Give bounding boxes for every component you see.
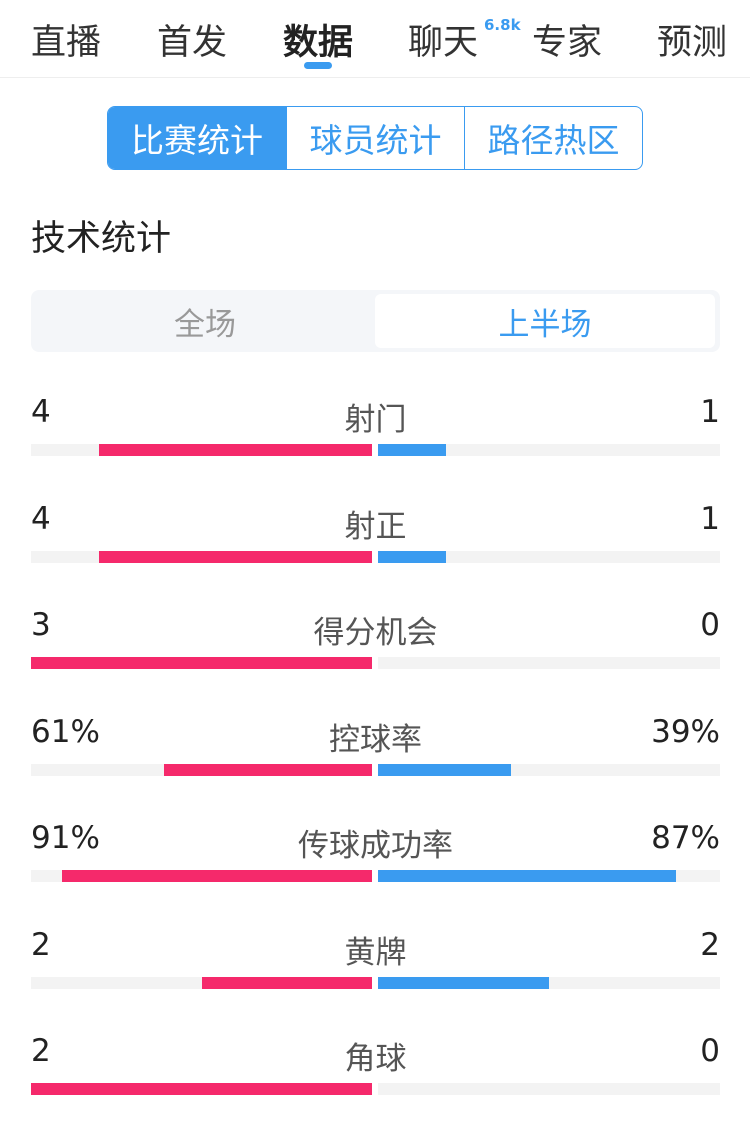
away-bar-track bbox=[378, 976, 720, 989]
home-bar-track bbox=[31, 763, 372, 776]
stat-row: 2 黄牌 2 bbox=[31, 927, 720, 1007]
tab-data[interactable]: 数据 bbox=[283, 23, 354, 63]
home-bar-fill bbox=[61, 870, 372, 882]
stat-row: 4 射门 1 bbox=[31, 394, 720, 474]
away-bar-track bbox=[378, 657, 720, 669]
tab-experts[interactable]: 专家 bbox=[532, 23, 603, 63]
home-bar-track bbox=[31, 444, 372, 456]
home-bar-fill bbox=[164, 763, 372, 776]
away-bar-track bbox=[378, 1083, 720, 1095]
home-bar-fill bbox=[99, 444, 372, 456]
stat-row: 2 角球 0 bbox=[31, 1033, 720, 1113]
top-nav: 直播 首发 数据 聊天 6.8k 专家 预测 bbox=[0, 0, 750, 78]
home-bar-track bbox=[31, 657, 372, 669]
tab-lineup[interactable]: 首发 bbox=[157, 23, 228, 63]
home-value: 61% bbox=[31, 713, 100, 750]
away-bar-fill bbox=[378, 976, 549, 989]
home-value: 3 bbox=[31, 607, 51, 643]
home-bar-fill bbox=[99, 550, 372, 563]
active-tab-indicator bbox=[304, 62, 332, 69]
away-bar-track bbox=[378, 550, 720, 563]
tab-live[interactable]: 直播 bbox=[31, 23, 102, 63]
stat-row: 61% 控球率 39% bbox=[31, 714, 720, 794]
home-value: 2 bbox=[31, 1033, 51, 1069]
home-value: 4 bbox=[31, 394, 51, 430]
away-value: 1 bbox=[700, 500, 720, 537]
home-bar-track bbox=[31, 550, 372, 563]
stat-label: 得分机会 bbox=[313, 615, 438, 651]
tab-chat[interactable]: 聊天 bbox=[408, 23, 479, 63]
away-bar-track bbox=[378, 444, 720, 456]
away-value: 1 bbox=[700, 394, 720, 430]
home-bar-fill bbox=[201, 976, 372, 989]
home-value: 4 bbox=[31, 500, 51, 537]
stat-row: 3 得分机会 0 bbox=[31, 607, 720, 687]
away-value: 0 bbox=[700, 1033, 720, 1069]
away-bar-track bbox=[378, 870, 720, 882]
home-bar-track bbox=[31, 976, 372, 989]
stat-label: 射门 bbox=[344, 402, 407, 438]
segment-heatmap[interactable]: 路径热区 bbox=[464, 107, 642, 169]
tab-prediction[interactable]: 预测 bbox=[657, 23, 728, 63]
away-bar-fill bbox=[378, 870, 676, 882]
away-value: 2 bbox=[700, 926, 720, 963]
stat-label: 黄牌 bbox=[344, 934, 407, 971]
home-value: 2 bbox=[31, 926, 51, 963]
chat-count-badge: 6.8k bbox=[484, 16, 521, 34]
stat-label: 传球成功率 bbox=[298, 828, 453, 864]
away-bar-fill bbox=[378, 444, 447, 456]
section-title: 技术统计 bbox=[31, 219, 172, 259]
away-bar-fill bbox=[378, 763, 512, 776]
stat-row: 4 射正 1 bbox=[31, 501, 720, 581]
away-bar-fill bbox=[378, 550, 447, 563]
home-value: 91% bbox=[31, 820, 100, 856]
away-value: 0 bbox=[700, 607, 720, 643]
away-value: 87% bbox=[651, 820, 720, 856]
stats-type-segment: 比赛统计 球员统计 路径热区 bbox=[107, 106, 643, 170]
away-value: 39% bbox=[651, 713, 720, 750]
away-bar-track bbox=[378, 763, 720, 776]
home-bar-fill bbox=[31, 1083, 372, 1095]
segment-match-stats[interactable]: 比赛统计 bbox=[108, 107, 286, 169]
stat-label: 控球率 bbox=[329, 721, 422, 758]
stat-row: 91% 传球成功率 87% bbox=[31, 820, 720, 900]
period-toggle: 全场 上半场 bbox=[31, 290, 720, 352]
period-full-match[interactable]: 全场 bbox=[174, 306, 236, 343]
home-bar-track bbox=[31, 1083, 372, 1095]
segment-player-stats[interactable]: 球员统计 bbox=[286, 107, 464, 169]
stat-label: 角球 bbox=[344, 1041, 407, 1077]
period-first-half[interactable]: 上半场 bbox=[375, 294, 715, 348]
home-bar-fill bbox=[31, 657, 372, 669]
home-bar-track bbox=[31, 870, 372, 882]
stat-label: 射正 bbox=[344, 508, 407, 545]
